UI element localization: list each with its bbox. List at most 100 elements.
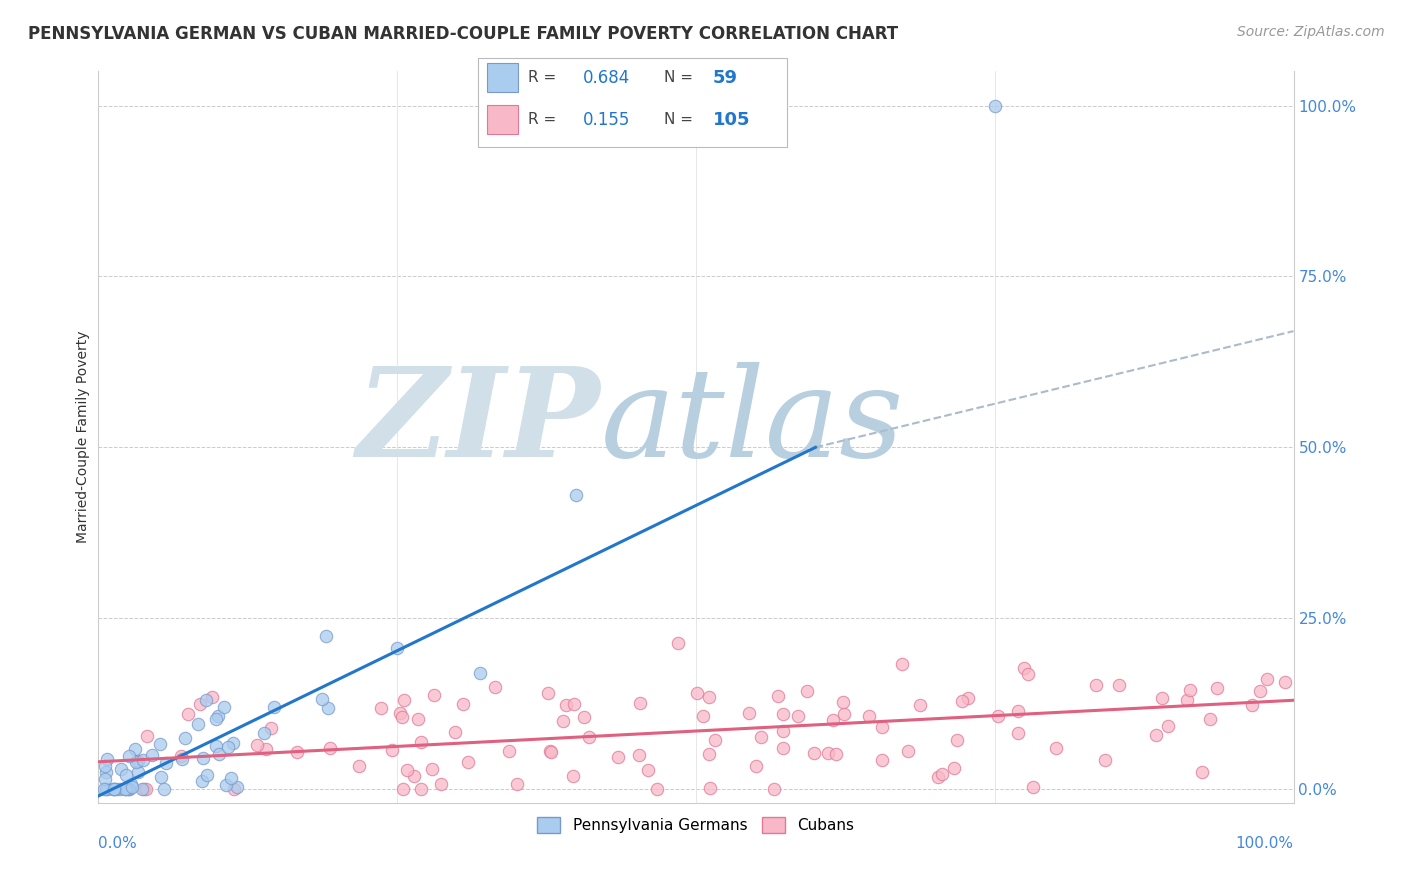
Point [699, 690, 721, 705]
Point [943, 761, 966, 775]
Point [127, 755, 149, 769]
Point [453, 697, 475, 711]
Point [402, 769, 425, 783]
Point [204, 712, 226, 726]
Point [832, 706, 855, 721]
Point [927, 770, 949, 784]
Point [205, 739, 228, 754]
Point [103, 782, 125, 797]
Text: N =: N = [664, 112, 697, 127]
Point [484, 680, 506, 694]
Point [787, 708, 810, 723]
Point [104, 782, 127, 797]
Point [208, 747, 231, 762]
Point [201, 690, 224, 704]
Point [195, 768, 218, 782]
Point [832, 695, 855, 709]
Point [738, 706, 761, 720]
Point [817, 746, 839, 760]
Point [1178, 683, 1201, 698]
Point [388, 706, 411, 721]
Point [891, 657, 914, 671]
Point [607, 750, 630, 764]
Point [444, 725, 467, 739]
Point [155, 756, 177, 771]
Point [115, 782, 138, 797]
Point [94, 758, 117, 772]
Point [141, 748, 163, 763]
Point [188, 697, 211, 711]
Point [987, 709, 1010, 723]
Legend: Pennsylvania Germans, Cubans: Pennsylvania Germans, Cubans [531, 811, 860, 839]
Point [627, 747, 650, 762]
Point [692, 708, 714, 723]
Point [984, 98, 1007, 112]
Point [409, 735, 432, 749]
Point [772, 706, 794, 721]
Point [207, 708, 229, 723]
Point [1012, 661, 1035, 675]
Point [194, 693, 217, 707]
Point [1206, 681, 1229, 696]
Point [94, 772, 117, 786]
Point [131, 782, 153, 797]
Point [703, 733, 725, 747]
Point [108, 782, 131, 797]
Point [538, 744, 561, 758]
Point [246, 738, 269, 752]
Point [870, 752, 893, 766]
Point [191, 773, 214, 788]
Point [699, 780, 721, 795]
Point [217, 740, 239, 755]
Point [93, 782, 115, 797]
Point [950, 694, 973, 708]
Point [173, 731, 195, 745]
Point [1094, 753, 1116, 767]
Point [170, 748, 193, 763]
Point [430, 776, 453, 790]
Point [470, 665, 492, 680]
Point [381, 743, 404, 757]
Point [910, 698, 932, 713]
Point [422, 688, 444, 702]
Point [391, 710, 413, 724]
Point [316, 701, 339, 715]
Point [1108, 678, 1130, 692]
Point [395, 764, 418, 778]
Point [260, 721, 283, 735]
Text: 105: 105 [713, 111, 751, 128]
Point [114, 782, 136, 797]
Point [120, 777, 142, 791]
Point [551, 714, 574, 728]
Point [1249, 683, 1271, 698]
Point [666, 635, 689, 649]
Point [149, 737, 172, 751]
Point [540, 745, 562, 759]
Point [1085, 678, 1108, 692]
Point [957, 691, 980, 706]
Text: Source: ZipAtlas.com: Source: ZipAtlas.com [1237, 25, 1385, 39]
Point [118, 782, 141, 797]
Point [221, 771, 243, 785]
Point [1175, 692, 1198, 706]
Point [135, 729, 157, 743]
Point [392, 782, 415, 797]
Point [1007, 726, 1029, 740]
Point [191, 751, 214, 765]
Point [565, 488, 588, 502]
Point [803, 747, 825, 761]
Point [114, 782, 136, 797]
Point [385, 640, 408, 655]
Point [411, 782, 433, 797]
Point [762, 782, 785, 797]
Point [772, 723, 794, 738]
Text: R =: R = [527, 70, 561, 85]
Point [96, 782, 118, 797]
Point [408, 712, 430, 726]
Text: PENNSYLVANIA GERMAN VS CUBAN MARRIED-COUPLE FAMILY POVERTY CORRELATION CHART: PENNSYLVANIA GERMAN VS CUBAN MARRIED-COU… [28, 25, 898, 43]
Point [96, 752, 118, 766]
Point [172, 751, 194, 765]
Point [796, 684, 818, 698]
Text: ZIP: ZIP [357, 361, 600, 483]
Point [686, 686, 709, 700]
